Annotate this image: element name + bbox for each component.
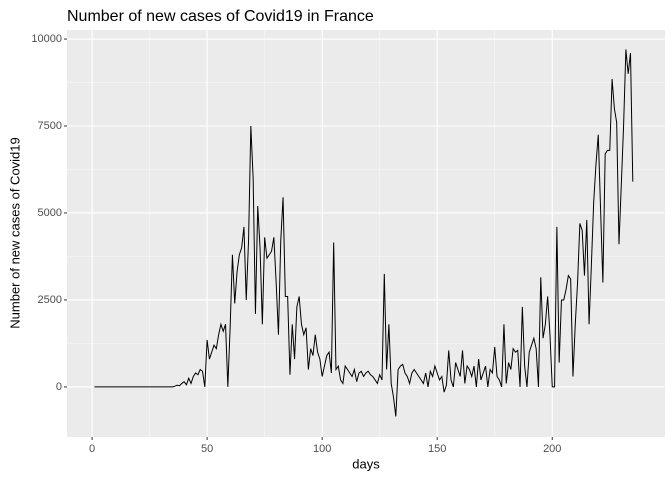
x-tick-label: 150 xyxy=(428,443,446,455)
y-tick-label: 0 xyxy=(56,381,62,393)
y-tick-label: 2500 xyxy=(38,294,62,306)
x-tick-label: 50 xyxy=(201,443,213,455)
line xyxy=(94,49,634,417)
y-tick-label: 10000 xyxy=(31,33,62,45)
x-axis-label: days xyxy=(352,456,380,471)
x-tick-label: 200 xyxy=(543,443,561,455)
y-tick-label: 7500 xyxy=(38,120,62,132)
y-axis-label: Number of new cases of Covid19 xyxy=(7,137,22,328)
y-tick-label: 5000 xyxy=(38,207,62,219)
chart-title: Number of new cases of Covid19 in France xyxy=(67,8,374,25)
x-tick-label: 0 xyxy=(89,443,95,455)
panel xyxy=(67,30,665,437)
x-tick-label: 100 xyxy=(313,443,331,455)
